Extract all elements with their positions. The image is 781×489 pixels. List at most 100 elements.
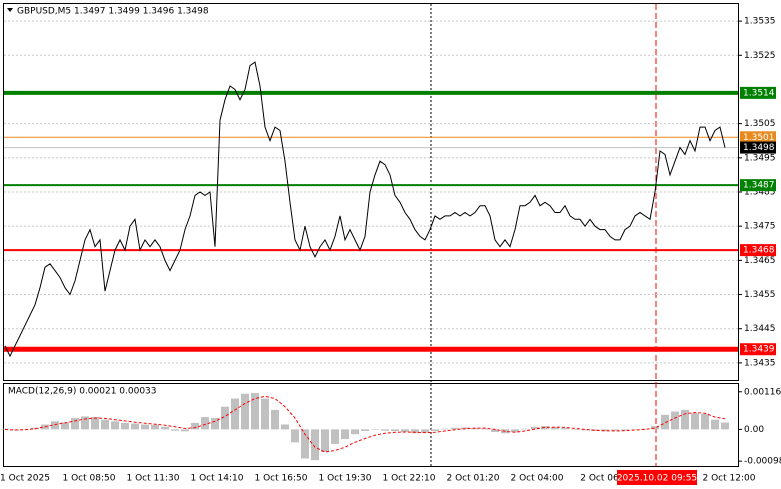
macd-bar (721, 422, 729, 430)
macd-bar (1, 428, 9, 430)
macd-bar (661, 414, 669, 430)
level-label-box (740, 141, 776, 154)
macd-bar (351, 429, 359, 435)
macd-bar (161, 426, 169, 430)
macd-bar (291, 429, 299, 443)
macd-bar (691, 413, 699, 430)
macd-bar (51, 421, 59, 430)
level-label: 1.3468 (743, 246, 775, 256)
x-tick-label: 1 Oct 2025 (0, 474, 50, 484)
macd-bar (321, 429, 329, 453)
level-label: 1.3514 (743, 88, 775, 98)
macd-bar (671, 411, 679, 430)
y-tick-label: 1.3435 (744, 358, 776, 368)
level-label-box (740, 343, 776, 356)
macd-bar (391, 429, 399, 431)
x-tick-label: 1 Oct 14:10 (191, 474, 244, 484)
cursor-label: 2025.10.02 09:55 (617, 474, 697, 484)
macd-bar (451, 427, 459, 430)
macd-bar (511, 429, 519, 432)
level-label-box (740, 131, 776, 144)
macd-bar (151, 424, 159, 430)
macd-bar (361, 429, 369, 431)
x-tick-label: 1 Oct 16:50 (255, 474, 308, 484)
macd-bar (211, 418, 219, 430)
x-tick-label: 2 Oct 04:00 (511, 474, 564, 484)
macd-bar (611, 429, 619, 431)
level-label: 1.3498 (743, 143, 775, 153)
macd-bar (191, 422, 199, 430)
macd-bar (341, 429, 349, 440)
macd-bar (431, 429, 439, 431)
chart-title: GBPUSD,M5 1.3497 1.3499 1.3496 1.3498 (17, 7, 209, 17)
macd-bar (681, 409, 689, 430)
macd-bar (91, 417, 99, 430)
macd-bar (301, 429, 309, 459)
macd-bar (401, 429, 409, 432)
macd-bar (241, 393, 249, 430)
macd-title: MACD(12,26,9) 0.00021 0.00033 (8, 387, 157, 397)
macd-bar (311, 429, 319, 461)
y-tick-label: -0.00098 (744, 457, 781, 467)
macd-bar (111, 421, 119, 430)
y-tick-label: 1.3485 (744, 188, 776, 198)
y-tick-label: 1.3475 (744, 222, 776, 232)
macd-bar (81, 416, 89, 430)
level-label-box (740, 179, 776, 192)
macd-bar (201, 417, 209, 430)
y-tick-label: 1.3465 (744, 256, 776, 266)
x-tick-label: 2 Oct 01:20 (447, 474, 500, 484)
macd-bar (331, 429, 339, 444)
level-label: 1.3487 (743, 181, 775, 191)
signal-line (4, 395, 726, 453)
macd-bar (181, 429, 189, 432)
macd-bar (641, 428, 649, 430)
macd-bar (571, 429, 579, 430)
price-line (4, 61, 726, 358)
x-tick-label: 2 Oct 12:00 (703, 474, 756, 484)
macd-bar (371, 429, 379, 430)
macd-bar (421, 429, 429, 433)
y-tick-label: 1.3495 (744, 153, 776, 163)
x-tick-label: 2 Oct 06: (580, 474, 622, 484)
macd-bar (521, 428, 529, 430)
macd-bar (601, 429, 609, 432)
macd-bar (171, 429, 179, 431)
macd-bar (271, 409, 279, 430)
macd-bar (141, 424, 149, 430)
y-tick-label: 0.00 (744, 425, 764, 435)
y-tick-label: 1.3505 (744, 119, 776, 129)
macd-bar (591, 429, 599, 431)
level-label: 1.3439 (743, 345, 775, 355)
macd-bar (101, 419, 109, 430)
macd-bar (531, 426, 539, 430)
macd-frame (3, 383, 739, 467)
cursor-label-box (617, 470, 697, 485)
y-tick-label: 1.3535 (744, 17, 776, 27)
macd-bar (581, 429, 589, 431)
macd-bar (281, 424, 289, 430)
macd-bar (471, 428, 479, 430)
macd-bar (121, 422, 129, 430)
level-label-box (740, 86, 776, 99)
macd-bar (261, 398, 269, 430)
macd-bar (411, 429, 419, 434)
macd-bar (561, 428, 569, 430)
y-tick-label: 1.3455 (744, 290, 776, 300)
macd-bar (61, 422, 69, 430)
macd-bar (651, 426, 659, 430)
macd-bar (491, 429, 499, 432)
macd-bar (221, 406, 229, 430)
level-label-box (740, 244, 776, 257)
macd-bar (701, 413, 709, 430)
y-tick-label: 1.3445 (744, 324, 776, 334)
macd-bar (711, 419, 719, 430)
macd-bar (71, 418, 79, 430)
macd-bar (621, 429, 629, 431)
macd-bar (541, 426, 549, 430)
macd-bar (481, 428, 489, 430)
x-tick-label: 1 Oct 11:30 (127, 474, 180, 484)
y-tick-label: 1.3525 (744, 51, 776, 61)
